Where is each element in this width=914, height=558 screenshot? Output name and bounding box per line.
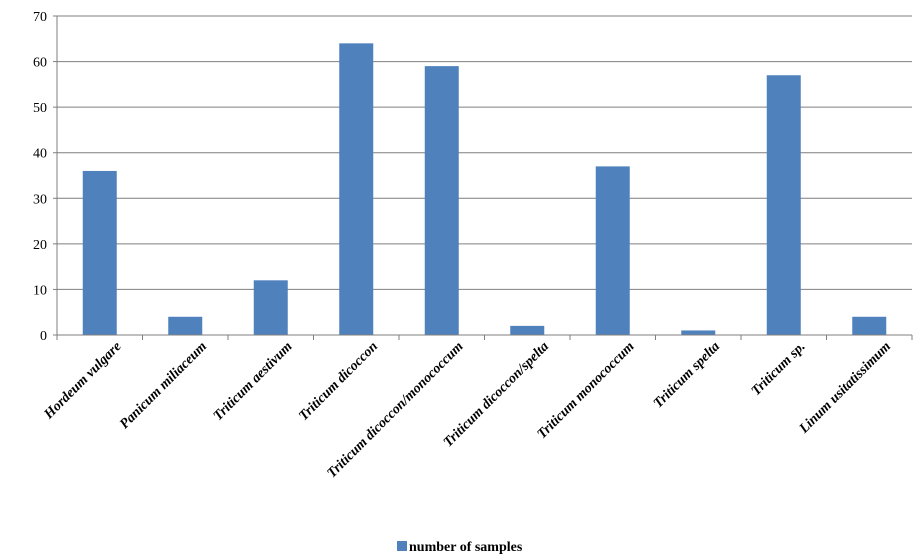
y-tick-label-20: 20	[33, 238, 47, 253]
bar-1	[168, 316, 203, 335]
y-tick-label-40: 40	[33, 147, 47, 162]
category-label-8: Triticum sp.	[749, 339, 809, 399]
axes	[53, 15, 913, 340]
category-label-6: Triticum monococcum	[535, 339, 638, 442]
legend: number of samples	[397, 540, 523, 555]
category-label-1: Panicum miliaceum	[117, 339, 210, 432]
category-label-4: Triticum dicoccon/monococcum	[325, 339, 467, 481]
category-label-7: Triticum spelta	[651, 339, 723, 411]
category-label-0: Hordeum vulgare	[41, 339, 125, 423]
gridlines	[57, 15, 912, 290]
bar-4	[424, 66, 459, 335]
y-tick-label-30: 30	[33, 192, 47, 207]
y-tick-label-50: 50	[33, 101, 47, 116]
bar-9	[852, 316, 887, 335]
legend-swatch	[397, 541, 407, 551]
bar-8	[766, 75, 801, 335]
category-label-9: Linum usitatissimum	[796, 339, 894, 437]
bars	[82, 43, 887, 335]
bar-0	[82, 170, 117, 335]
category-label-2: Triticum aestivum	[211, 339, 296, 424]
bar-3	[339, 43, 374, 335]
y-tick-label-0: 0	[40, 329, 47, 344]
legend-label: number of samples	[409, 540, 523, 555]
y-tick-labels: 0 10 20 30 40 50 60 70	[33, 10, 47, 344]
bar-5	[510, 325, 545, 335]
y-tick-label-60: 60	[33, 56, 47, 71]
y-tick-label-10: 10	[33, 283, 47, 298]
y-tick-label-70: 70	[33, 10, 47, 25]
bar-6	[595, 166, 630, 335]
bar-7	[681, 330, 716, 335]
bar-2	[253, 280, 288, 335]
category-label-3: Triticum dicoccon	[296, 339, 381, 424]
